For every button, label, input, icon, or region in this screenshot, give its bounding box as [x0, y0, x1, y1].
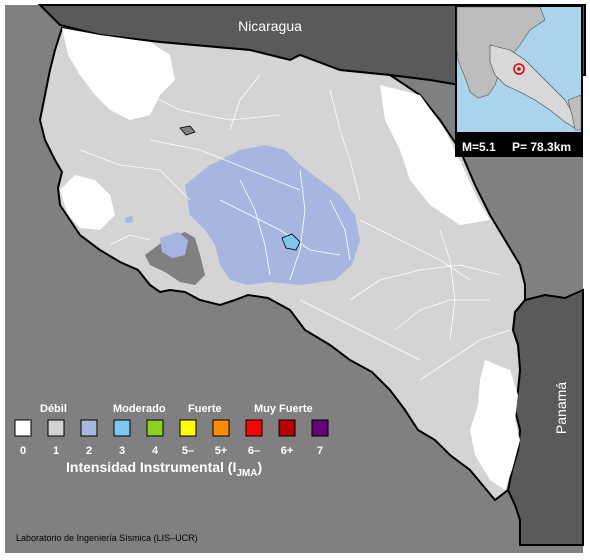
inset-costa-rica — [489, 44, 576, 129]
epicenter-area — [281, 233, 301, 251]
legend-title-main: Intensidad Instrumental (I — [66, 459, 236, 475]
canton-borders — [79, 59, 511, 381]
legend-level-label: 7 — [317, 445, 323, 457]
intensity-2-nicoya — [160, 232, 188, 258]
intensity-0-northeast — [380, 85, 490, 225]
legend-swatch-level — [311, 419, 329, 437]
legend-level-label: 2 — [86, 445, 92, 457]
legend-swatch-level — [80, 419, 98, 437]
legend-level-label: 5– — [182, 445, 194, 457]
legend-level-label: 1 — [53, 445, 59, 457]
legend-swatch-level — [212, 419, 230, 437]
gulf-nicoya — [145, 232, 205, 285]
legend-level-label: 4 — [152, 445, 159, 457]
legend-level-label: 6+ — [281, 445, 294, 457]
legend-swatch-level — [278, 419, 296, 437]
legend-title: Intensidad Instrumental (IJMA) — [66, 459, 262, 479]
credit-label: Laboratorio de Ingeniería Sísmica (LIS–U… — [16, 533, 198, 543]
legend-swatch-level — [14, 419, 32, 437]
panama-label: Panamá — [553, 382, 569, 434]
inset-map: M=5.1 P= 78.3km — [455, 5, 583, 157]
legend-swatch-level — [47, 419, 65, 437]
legend-level-label: 0 — [20, 445, 26, 457]
legend-swatch-level — [113, 419, 131, 437]
legend-title-sub: JMA — [236, 468, 257, 479]
legend-level-label: 6– — [248, 445, 260, 457]
magnitude-label: M=5.1 — [462, 140, 496, 154]
legend-swatch-level — [245, 419, 263, 437]
legend-level-label: 5+ — [215, 445, 228, 457]
panama-land — [506, 288, 584, 546]
legend-level-label: 3 — [119, 445, 125, 457]
intensity-2-islet — [125, 216, 133, 223]
inset-panama — [567, 94, 582, 131]
legend: Débil Moderado Fuerte Muy Fuerte Intensi… — [14, 403, 329, 479]
legend-category-debil: Débil — [40, 403, 67, 415]
intensity-0-west — [60, 175, 115, 230]
intensity-2-central — [185, 145, 360, 285]
epicenter-dot — [517, 67, 521, 71]
legend-category-fuerte: Fuerte — [188, 403, 222, 415]
legend-swatch-level — [146, 419, 164, 437]
intensity-0-southeast — [470, 360, 520, 490]
legend-category-muy-fuerte: Muy Fuerte — [254, 403, 313, 415]
legend-category-moderado: Moderado — [113, 403, 166, 415]
red-star-icon — [513, 63, 525, 75]
legend-title-close: ) — [257, 459, 262, 475]
legend-swatch-level — [179, 419, 197, 437]
lake-arenal — [179, 125, 196, 136]
nicaragua-label: Nicaragua — [238, 18, 302, 34]
depth-label: P= 78.3km — [512, 140, 571, 154]
